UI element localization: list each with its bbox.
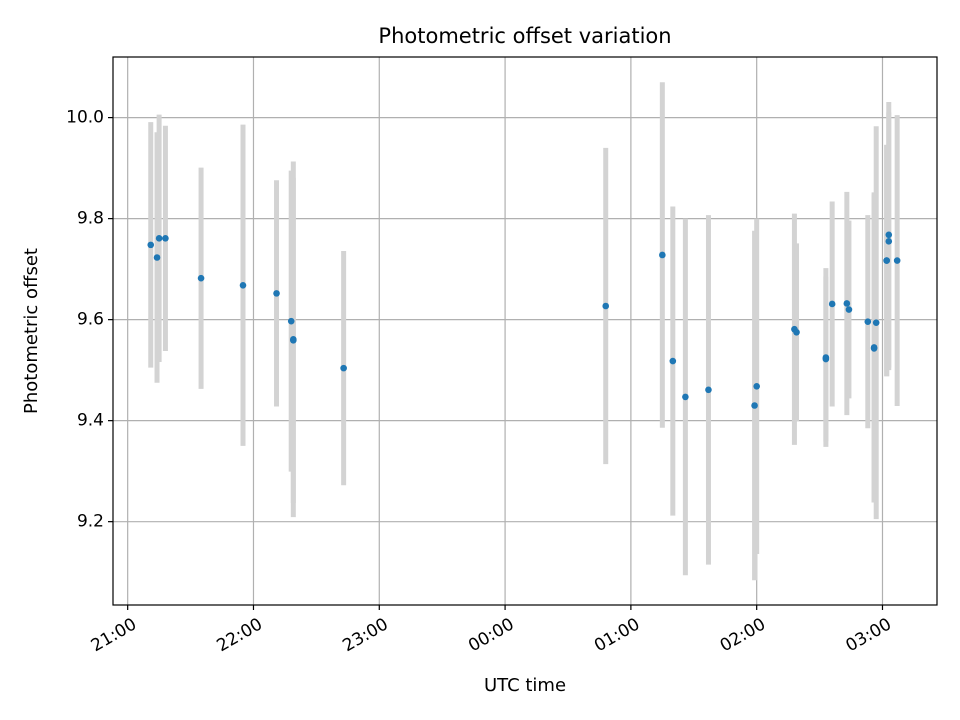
y-axis-label: Photometric offset	[21, 248, 42, 414]
y-tick-label: 9.4	[77, 411, 104, 431]
y-tick-label: 9.6	[77, 310, 104, 330]
grid-lines	[113, 57, 937, 605]
data-point	[669, 357, 677, 365]
x-axis-ticks: 21:00 22:00 23:00 00:00 01:00 02:00 03:00	[88, 605, 895, 656]
data-point	[705, 386, 712, 394]
y-tick-label: 9.2	[77, 512, 104, 532]
data-point	[147, 241, 155, 249]
data-point	[682, 393, 689, 401]
x-tick-label: 23:00	[339, 614, 391, 656]
data-point	[155, 235, 163, 242]
data-point	[340, 364, 347, 372]
x-tick-label: 02:00	[717, 614, 769, 656]
plot-frame	[112, 56, 938, 606]
data-point	[751, 402, 758, 409]
data-point	[843, 300, 851, 307]
x-tick-label: 21:00	[88, 614, 140, 656]
data-point	[602, 302, 610, 310]
data-point	[828, 300, 836, 308]
data-point	[753, 383, 760, 390]
chart-title: Photometric offset variation	[378, 24, 671, 48]
data-point	[290, 337, 297, 344]
data-point	[153, 254, 161, 261]
y-tick-label: 9.8	[77, 209, 104, 229]
data-point	[273, 290, 280, 297]
data-point	[287, 317, 295, 325]
x-tick-label: 00:00	[465, 614, 517, 656]
data-points	[147, 231, 901, 409]
x-tick-label: 03:00	[843, 614, 895, 656]
data-point	[162, 235, 169, 242]
data-point	[793, 328, 800, 336]
y-axis-ticks: 9.2 9.4 9.6 9.8 10.0	[66, 108, 113, 532]
data-point	[845, 306, 853, 313]
data-point	[197, 274, 205, 282]
data-point	[239, 281, 247, 289]
data-point	[893, 257, 901, 264]
data-point	[885, 238, 893, 245]
data-point	[659, 251, 666, 259]
x-tick-label: 01:00	[591, 614, 643, 656]
x-tick-label: 22:00	[214, 614, 266, 656]
data-point	[883, 257, 890, 264]
error-bars	[148, 82, 900, 581]
data-point	[870, 345, 878, 352]
data-point	[872, 319, 880, 326]
data-point	[864, 318, 872, 325]
x-axis-label: UTC time	[484, 675, 566, 696]
data-point	[822, 355, 830, 363]
data-point	[885, 231, 893, 239]
y-tick-label: 10.0	[66, 108, 104, 128]
